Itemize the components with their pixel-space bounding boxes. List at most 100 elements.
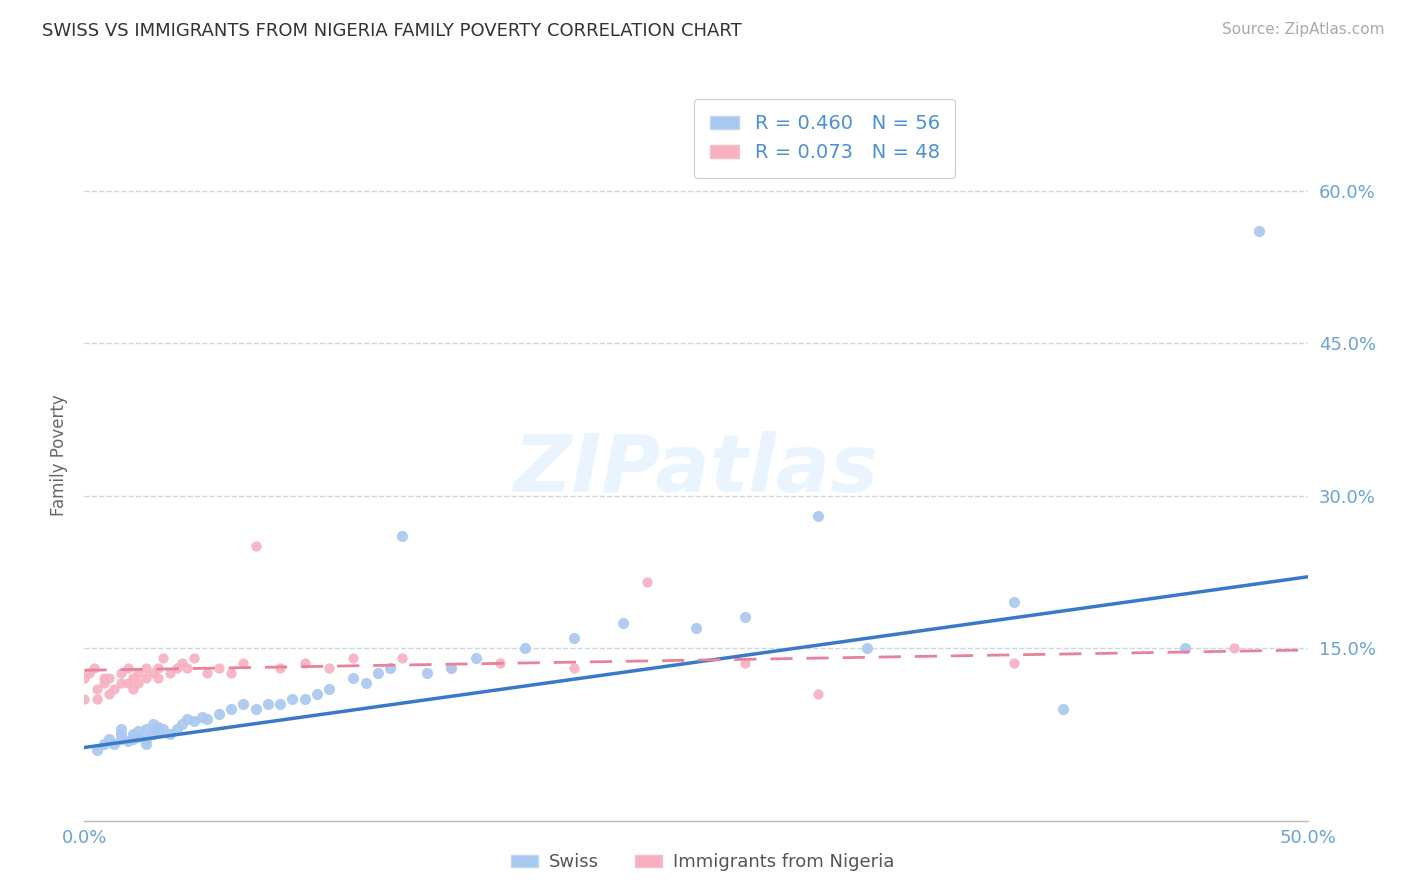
Point (117, 676, 139, 690)
Point (127, 731, 149, 745)
Point (1002, 595, 1025, 609)
Point (135, 723, 157, 737)
Point (166, 723, 188, 737)
Point (734, 656, 756, 670)
Point (562, 661, 585, 675)
Point (342, 672, 364, 686)
Point (110, 727, 132, 741)
Point (142, 717, 165, 731)
Point (232, 697, 254, 711)
Point (73, 691, 96, 706)
Point (110, 676, 132, 690)
Point (1002, 656, 1025, 670)
Point (318, 681, 340, 696)
Point (391, 529, 413, 543)
Point (294, 656, 316, 670)
Point (135, 672, 157, 686)
Point (807, 687, 830, 701)
Point (807, 508, 830, 523)
Point (122, 732, 145, 747)
Point (93, 738, 115, 752)
Text: SWISS VS IMMIGRANTS FROM NIGERIA FAMILY POVERTY CORRELATION CHART: SWISS VS IMMIGRANTS FROM NIGERIA FAMILY … (42, 22, 742, 40)
Point (195, 712, 218, 726)
Point (440, 661, 463, 675)
Point (1247, 224, 1270, 238)
Point (172, 656, 194, 670)
Point (219, 702, 242, 716)
Point (122, 672, 145, 686)
Legend: R = 0.460   N = 56, R = 0.073   N = 48: R = 0.460 N = 56, R = 0.073 N = 48 (695, 99, 955, 178)
Point (97, 732, 120, 747)
Point (391, 651, 413, 665)
Point (281, 691, 304, 706)
Point (232, 656, 254, 670)
Point (127, 724, 149, 739)
Y-axis label: Family Poverty: Family Poverty (51, 394, 69, 516)
Point (489, 656, 512, 670)
Point (245, 539, 267, 553)
Point (685, 621, 707, 635)
Point (269, 697, 291, 711)
Point (183, 651, 205, 665)
Point (117, 734, 139, 748)
Point (86, 691, 108, 706)
Point (354, 676, 377, 690)
Point (367, 666, 389, 681)
Point (93, 676, 115, 690)
Point (562, 631, 585, 645)
Point (245, 702, 267, 716)
Point (342, 651, 364, 665)
Point (176, 712, 198, 726)
Point (208, 706, 231, 721)
Point (1223, 640, 1246, 655)
Point (122, 727, 145, 741)
Point (734, 610, 756, 624)
Point (77, 666, 100, 681)
Point (166, 661, 188, 675)
Point (135, 661, 157, 675)
Point (305, 687, 328, 701)
Point (103, 738, 125, 752)
Point (380, 661, 402, 675)
Point (636, 574, 658, 589)
Point (464, 651, 486, 665)
Point (513, 640, 536, 655)
Point (93, 672, 115, 686)
Point (219, 666, 242, 681)
Point (612, 615, 634, 630)
Point (127, 676, 149, 690)
Point (117, 661, 139, 675)
Point (191, 710, 214, 724)
Point (1052, 702, 1074, 716)
Point (159, 727, 181, 741)
Point (97, 672, 120, 686)
Text: Source: ZipAtlas.com: Source: ZipAtlas.com (1222, 22, 1385, 37)
Point (83, 661, 105, 675)
Point (1174, 640, 1197, 655)
Point (135, 738, 157, 752)
Point (208, 661, 231, 675)
Point (318, 661, 340, 675)
Point (97, 687, 120, 701)
Point (152, 651, 174, 665)
Point (176, 661, 198, 675)
Point (110, 666, 132, 681)
Point (856, 640, 879, 655)
Point (122, 681, 145, 696)
Point (159, 666, 181, 681)
Point (73, 672, 96, 686)
Point (142, 666, 165, 681)
Point (172, 717, 194, 731)
Point (135, 732, 157, 747)
Point (269, 661, 291, 675)
Point (416, 666, 439, 681)
Point (127, 666, 149, 681)
Point (146, 672, 169, 686)
Point (152, 723, 174, 737)
Point (86, 742, 108, 756)
Point (294, 691, 316, 706)
Point (183, 714, 205, 728)
Legend: Swiss, Immigrants from Nigeria: Swiss, Immigrants from Nigeria (505, 847, 901, 879)
Point (142, 727, 165, 741)
Point (146, 661, 169, 675)
